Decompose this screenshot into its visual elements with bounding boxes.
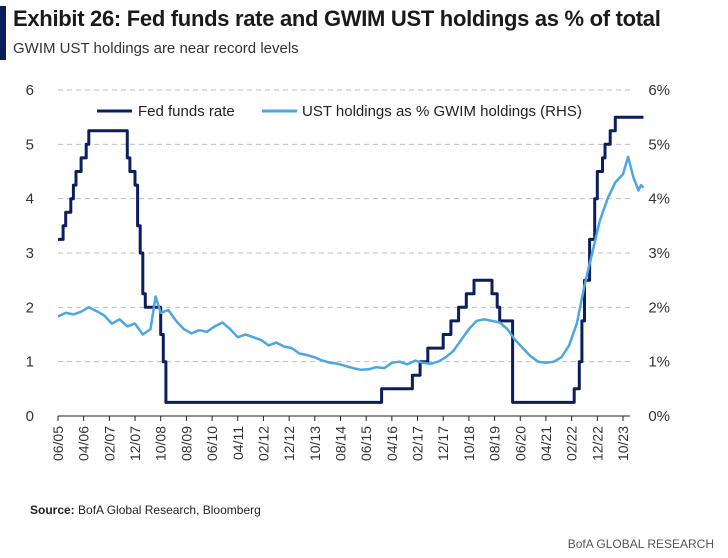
x-axis: 06/05 04/06 02/07 12/07 10/08 08/09 06/10 04/11… — [50, 416, 631, 461]
x-tick-label: 08/19 — [487, 426, 503, 461]
x-tick-label: 10/13 — [307, 426, 323, 461]
x-tick-label: 06/20 — [512, 426, 528, 461]
x-tick-label: 02/07 — [101, 426, 117, 461]
x-tick-label: 04/16 — [384, 426, 400, 461]
x-tick-label: 06/15 — [358, 426, 374, 461]
x-tick-label: 08/14 — [333, 426, 349, 461]
source-label: Source: — [30, 503, 75, 517]
right-tick-label: 2% — [648, 299, 670, 316]
left-tick-label: 4 — [26, 191, 34, 208]
source-note: Source: BofA Global Research, Bloomberg — [30, 503, 261, 517]
x-tick-label: 10/23 — [615, 426, 631, 461]
right-tick-label: 5% — [648, 136, 670, 153]
x-tick-label: 02/12 — [255, 426, 271, 461]
right-tick-label: 3% — [648, 245, 670, 262]
chart-subtitle: GWIM UST holdings are near record levels — [13, 40, 299, 57]
x-tick-label: 12/22 — [589, 426, 605, 461]
title-accent-bar — [0, 6, 6, 60]
left-axis: 0 1 2 3 4 5 6 — [26, 82, 34, 425]
left-tick-label: 2 — [26, 299, 34, 316]
left-tick-label: 3 — [26, 245, 34, 262]
chart-title: Exhibit 26: Fed funds rate and GWIM UST … — [13, 6, 661, 31]
source-text: BofA Global Research, Bloomberg — [78, 503, 261, 517]
x-tick-label: 08/09 — [178, 426, 194, 461]
right-tick-label: 1% — [648, 354, 670, 371]
ust-holdings-line — [57, 155, 645, 372]
x-tick-label: 02/22 — [564, 426, 580, 461]
right-tick-label: 0% — [648, 408, 670, 425]
x-tick-label: 10/08 — [153, 426, 169, 461]
x-tick-label: 12/07 — [127, 426, 143, 461]
x-tick-label: 06/10 — [204, 426, 220, 461]
legend-label-ust-holdings: UST holdings as % GWIM holdings (RHS) — [302, 103, 582, 120]
left-tick-label: 0 — [26, 408, 34, 425]
gridlines — [58, 89, 630, 417]
x-tick-label: 04/11 — [230, 426, 246, 460]
x-tick-label: 04/06 — [76, 426, 92, 461]
x-tick-label: 02/17 — [410, 426, 426, 461]
right-tick-label: 4% — [648, 191, 670, 208]
right-tick-label: 6% — [648, 82, 670, 99]
x-tick-label: 04/21 — [538, 426, 554, 461]
legend-label-fed-funds: Fed funds rate — [138, 103, 235, 120]
x-tick-label: 12/12 — [281, 426, 297, 461]
x-tick-label: 10/18 — [461, 426, 477, 461]
left-tick-label: 1 — [26, 354, 34, 371]
right-axis: 0% 1% 2% 3% 4% 5% 6% — [648, 82, 670, 425]
line-chart: 0 1 2 3 4 5 6 0% 1% 2% 3% 4% 5% 6% 06/05 04/06 02/07 12… — [26, 82, 670, 461]
x-tick-label: 06/05 — [50, 426, 66, 461]
x-tick-label: 12/17 — [435, 426, 451, 461]
legend: Fed funds rate UST holdings as % GWIM hol… — [97, 103, 582, 120]
left-tick-label: 6 — [26, 82, 34, 99]
footer-brand: BofA GLOBAL RESEARCH — [567, 537, 714, 551]
left-tick-label: 5 — [26, 136, 34, 153]
series-lines — [57, 115, 645, 404]
